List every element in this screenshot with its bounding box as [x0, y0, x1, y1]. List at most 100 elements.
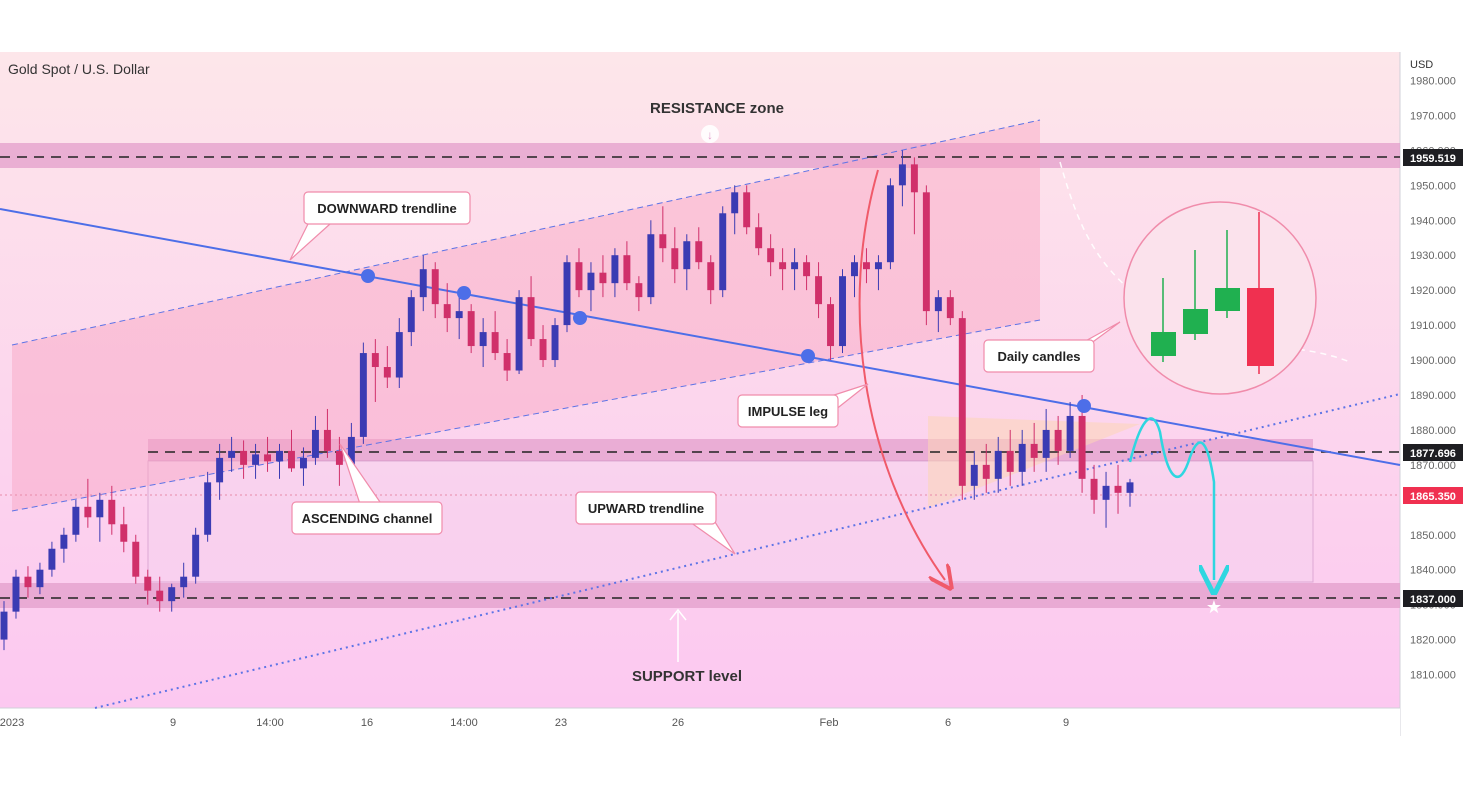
x-tick-label: 14:00	[256, 717, 284, 729]
candle	[886, 178, 894, 270]
y-tick-label: 1900.000	[1410, 355, 1456, 367]
upward-label: UPWARD trendline	[588, 501, 704, 516]
x-ticks: 2023 9 14:00 16 14:00 23 26 Feb 6 9	[0, 717, 1069, 729]
candle	[443, 283, 451, 333]
candle-body	[264, 454, 272, 462]
candle-body	[323, 429, 331, 451]
candle-body	[874, 262, 882, 270]
candle-body	[671, 248, 679, 270]
candle	[1090, 464, 1098, 514]
candle-body	[72, 506, 80, 535]
candle-body	[994, 450, 1002, 479]
candle-body	[827, 304, 835, 347]
inset-candles	[1151, 212, 1274, 374]
candle	[862, 248, 870, 284]
candle	[24, 566, 32, 598]
candle-body	[204, 482, 212, 535]
candle-body	[180, 576, 188, 588]
downward-trendline	[0, 208, 1401, 466]
candle	[934, 290, 942, 333]
candle	[204, 471, 212, 542]
candle-body	[647, 234, 655, 298]
candle	[12, 569, 20, 619]
candle-body	[886, 185, 894, 263]
candle-body	[743, 192, 751, 228]
candle-body	[371, 353, 379, 368]
candle	[1006, 429, 1014, 486]
candle	[803, 255, 811, 291]
candle-body	[707, 262, 715, 291]
candle-body	[527, 297, 535, 340]
candle	[659, 206, 667, 263]
candle	[60, 527, 68, 563]
touch-point	[801, 349, 815, 363]
candle-body	[395, 332, 403, 378]
candle-body	[910, 164, 918, 193]
candle-body	[851, 262, 858, 277]
candle-body	[383, 367, 391, 378]
candle	[1042, 408, 1050, 472]
candle	[755, 213, 763, 256]
channel-lower-line	[11, 319, 1041, 512]
channel-upper-line	[11, 119, 1041, 346]
candle	[431, 262, 439, 319]
candle	[359, 342, 367, 444]
y-tick-label: 1820.000	[1410, 635, 1456, 647]
candle-body	[898, 164, 906, 186]
candle-body	[347, 436, 355, 465]
candle-body	[12, 576, 20, 612]
touch-point	[573, 311, 587, 325]
candle-body	[1102, 485, 1110, 500]
candle-body	[767, 248, 775, 263]
candle-body	[443, 304, 451, 319]
candle	[479, 318, 487, 368]
y-tick-label: 1870.000	[1410, 460, 1456, 472]
touch-point	[361, 269, 375, 283]
candle	[731, 185, 739, 235]
candle	[671, 227, 679, 284]
candle	[827, 297, 835, 361]
candle-body	[0, 611, 8, 640]
svg-text:1959.519: 1959.519	[1410, 153, 1456, 165]
candle-body	[192, 534, 200, 577]
candle	[1102, 471, 1110, 528]
current-price-tag: 1865.350	[1403, 487, 1463, 504]
x-tick-label: 9	[170, 717, 176, 729]
daily-label: Daily candles	[997, 349, 1080, 364]
candle-body	[431, 269, 439, 305]
candle	[276, 443, 283, 479]
candle	[563, 255, 571, 333]
candle-body	[755, 227, 763, 249]
candle-body	[455, 311, 463, 319]
candle	[467, 304, 475, 354]
down-arrow-icon	[701, 125, 719, 143]
x-tick-label: 2023	[0, 717, 24, 729]
y-tick-label: 1850.000	[1410, 530, 1456, 542]
candle-body	[599, 272, 607, 284]
candle	[192, 527, 200, 584]
svg-text:↓: ↓	[707, 128, 713, 142]
chart-svg: ★ ↓ DOWNWARD trendline	[0, 52, 1470, 736]
candle-body	[1042, 429, 1050, 458]
candle-body	[815, 276, 823, 305]
candle	[503, 339, 511, 382]
currency-label: USD	[1410, 59, 1433, 71]
candle-body	[311, 429, 319, 458]
candle-body	[120, 524, 128, 542]
upward-callout: UPWARD trendline	[575, 491, 736, 555]
candle	[1114, 464, 1122, 514]
chart-area: ★ ↓ DOWNWARD trendline	[0, 52, 1470, 736]
candle-body	[958, 318, 966, 486]
resistance-label: RESISTANCE zone	[650, 100, 784, 117]
candle-body	[407, 297, 415, 333]
candle	[719, 206, 727, 298]
candle	[946, 290, 954, 326]
candle	[323, 408, 331, 458]
candle	[383, 346, 391, 388]
candle-body	[1066, 415, 1074, 451]
candle	[791, 248, 799, 291]
svg-text:1877.696: 1877.696	[1410, 448, 1456, 460]
candle	[707, 255, 715, 305]
candle	[874, 255, 882, 291]
candle-body	[419, 269, 427, 298]
